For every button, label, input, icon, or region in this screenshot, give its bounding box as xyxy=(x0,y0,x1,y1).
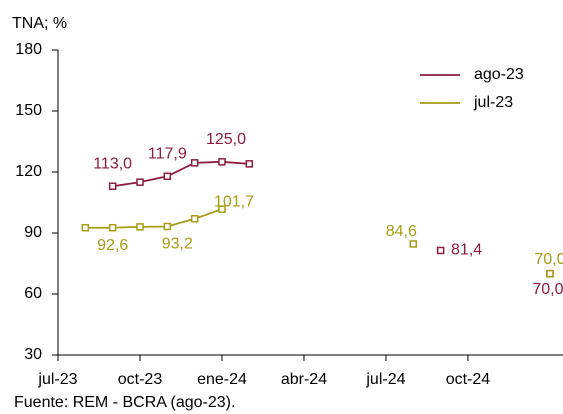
data-point xyxy=(436,246,445,255)
x-tick-label: jul-23 xyxy=(37,371,77,388)
y-tick-label: 30 xyxy=(24,346,42,363)
data-point xyxy=(409,240,418,248)
x-tick-label: oct-24 xyxy=(446,371,491,388)
value-label: 125,0 xyxy=(206,131,246,148)
data-point xyxy=(163,222,172,231)
series-line xyxy=(112,160,250,188)
y-tick-label: 90 xyxy=(24,224,42,241)
data-point xyxy=(81,223,90,232)
y-tick-label: 120 xyxy=(15,163,42,180)
legend-label: ago-23 xyxy=(474,66,524,83)
data-point xyxy=(190,159,199,167)
value-label: 101,7 xyxy=(214,193,254,210)
value-label: 92,6 xyxy=(97,237,128,254)
value-label: 81,4 xyxy=(451,242,482,259)
y-tick-label: 180 xyxy=(15,41,42,58)
y-axis-label: TNA; % xyxy=(12,15,67,32)
series-line xyxy=(85,208,223,229)
y-tick-label: 150 xyxy=(15,102,42,119)
x-tick-label: jul-24 xyxy=(365,371,405,388)
x-tick-label: abr-24 xyxy=(281,371,327,388)
source-note: Fuente: REM - BCRA (ago-23). xyxy=(14,394,235,411)
x-tick-label: ene-24 xyxy=(197,371,247,388)
data-point xyxy=(136,178,144,186)
data-point xyxy=(136,223,144,231)
data-point xyxy=(546,269,554,278)
value-label: 113,0 xyxy=(93,155,132,172)
data-point xyxy=(108,223,117,232)
value-label: 117,9 xyxy=(148,145,187,162)
data-point xyxy=(245,160,254,168)
value-label: 84,6 xyxy=(386,223,417,240)
data-point xyxy=(190,215,199,223)
value-label: 70,0 xyxy=(534,251,563,268)
data-point xyxy=(218,205,226,213)
y-tick-label: 60 xyxy=(24,285,42,302)
data-point xyxy=(218,158,226,166)
x-tick-label: oct-23 xyxy=(118,371,163,388)
data-point xyxy=(108,182,117,190)
data-point xyxy=(163,172,172,181)
legend-label: jul-23 xyxy=(473,94,513,111)
value-label: 93,2 xyxy=(162,236,193,253)
value-label: 70,0 xyxy=(532,281,563,298)
